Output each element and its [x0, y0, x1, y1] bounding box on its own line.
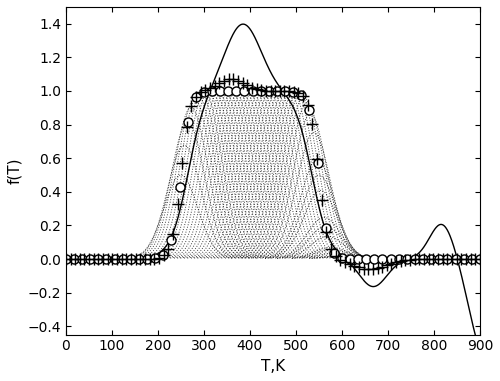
Y-axis label: f(T): f(T): [7, 157, 22, 184]
X-axis label: T,K: T,K: [260, 359, 285, 374]
